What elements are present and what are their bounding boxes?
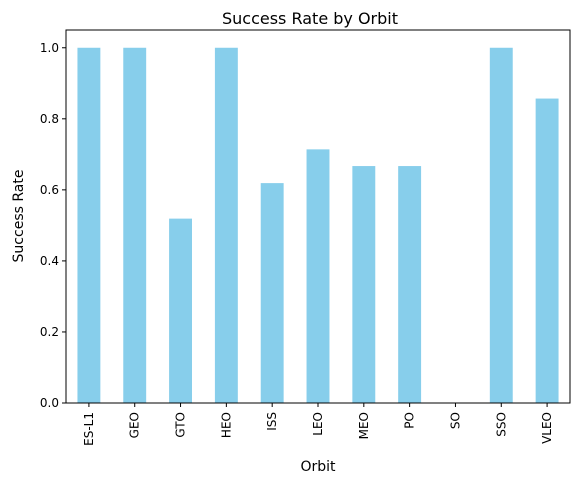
x-tick-label: MEO	[357, 412, 371, 439]
bar-po	[398, 166, 422, 403]
x-tick-label: LEO	[311, 412, 325, 436]
x-tick-label: GTO	[174, 412, 188, 438]
bar-sso	[489, 47, 513, 403]
x-tick-label: HEO	[219, 412, 233, 438]
x-tick-label: GEO	[128, 412, 142, 438]
x-tick-label: ISS	[265, 412, 279, 431]
bar-es-l1	[77, 47, 101, 403]
x-tick-label: SSO	[494, 412, 508, 437]
x-tick-label: ES-L1	[82, 412, 96, 446]
y-tick-label: 0.2	[40, 325, 59, 339]
chart-title: Success Rate by Orbit	[222, 9, 398, 28]
x-tick-label: VLEO	[540, 412, 554, 444]
bar-leo	[306, 149, 330, 403]
bar-iss	[260, 183, 284, 403]
y-tick-label: 0.4	[40, 254, 59, 268]
bar-gto	[169, 218, 192, 403]
y-tick-label: 0.8	[40, 112, 59, 126]
bar-meo	[352, 166, 376, 403]
bar-geo	[123, 47, 147, 403]
bar-vleo	[535, 98, 559, 403]
y-tick-label: 1.0	[40, 41, 59, 55]
bars-group	[77, 47, 559, 403]
y-tick-label: 0.0	[40, 396, 59, 410]
y-axis-label: Success Rate	[11, 170, 27, 263]
x-axis-ticks: ES-L1 GEO GTO HEO ISS LEO MEO PO SO SSO VLEO	[82, 403, 554, 446]
x-tick-label: SO	[448, 412, 462, 429]
y-tick-label: 0.6	[40, 183, 59, 197]
bar-heo	[214, 47, 238, 403]
x-axis-label: Orbit	[300, 459, 336, 475]
plot-frame	[65, 29, 571, 404]
x-tick-label: PO	[403, 412, 417, 429]
y-axis-ticks: 0.0 0.2 0.4 0.6 0.8 1.0	[40, 41, 66, 410]
